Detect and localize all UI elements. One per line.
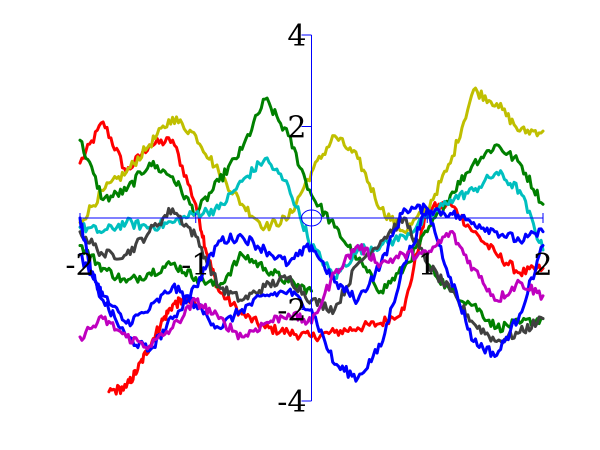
tick-labels: -2 -1 1 2 4 2 -2 -4 [65, 19, 552, 420]
series-line-9 [78, 207, 545, 383]
x-tick-label: 2 [533, 248, 552, 283]
x-tick-label: -2 [65, 248, 94, 283]
series-line-5 [78, 244, 313, 296]
y-tick-label: 4 [287, 19, 306, 54]
y-tick-label: 2 [287, 111, 306, 146]
y-tick-label: -4 [277, 385, 306, 420]
x-tick-label: 1 [418, 248, 437, 283]
y-tick-label: -2 [277, 294, 306, 329]
series-layer [78, 86, 545, 396]
axes [79, 34, 544, 402]
origin-marker [301, 209, 322, 227]
series-line-10 [78, 202, 429, 353]
x-tick-label: -1 [181, 248, 210, 283]
series-line-11 [425, 207, 545, 245]
